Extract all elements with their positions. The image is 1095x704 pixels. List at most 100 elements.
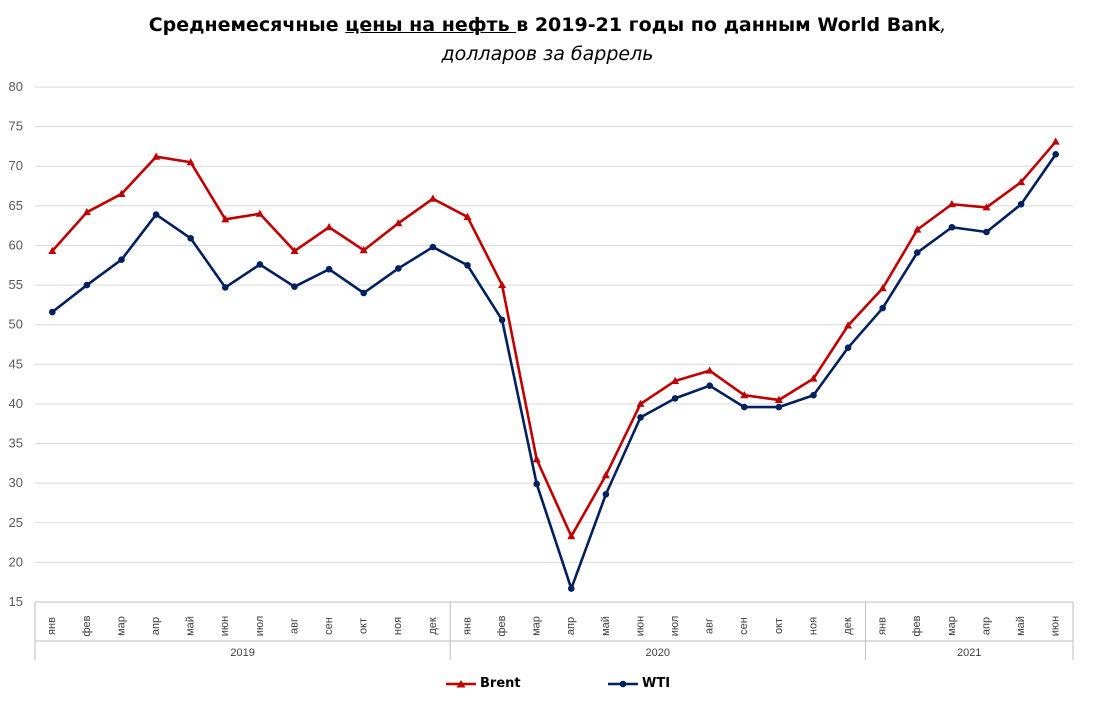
data-point-wti xyxy=(152,211,160,218)
legend-label-brent: Brent xyxy=(480,676,521,691)
x-tick-label: июн xyxy=(219,616,231,636)
data-point-brent xyxy=(740,391,749,399)
data-point-wti xyxy=(395,265,402,272)
x-tick-label: дек xyxy=(427,617,439,635)
x-tick-label: авг xyxy=(288,618,300,634)
data-point-wti xyxy=(844,344,852,351)
data-point-brent xyxy=(982,203,991,211)
x-tick-label: дек xyxy=(842,617,854,635)
data-point-wti xyxy=(49,308,56,316)
x-tick-label: май xyxy=(185,616,197,636)
x-tick-label: сен xyxy=(323,617,335,635)
x-tick-label: мар xyxy=(946,616,958,636)
chart-subtitle: долларов за баррель xyxy=(441,43,654,65)
data-point-brent xyxy=(463,212,472,220)
title-part-underlined: цены на нефть xyxy=(345,14,517,36)
x-tick-label: мар xyxy=(115,616,127,636)
data-point-wti xyxy=(706,382,713,390)
x-tick-label: июн xyxy=(1050,616,1062,636)
data-point-wti xyxy=(637,414,644,421)
legend: Brent WTI xyxy=(0,676,1095,696)
data-point-brent xyxy=(844,321,853,329)
group-label: 2020 xyxy=(646,647,670,659)
x-tick-label: июн xyxy=(634,616,646,636)
y-tick-label: 20 xyxy=(9,554,23,569)
y-tick-label: 15 xyxy=(9,594,23,609)
data-point-brent xyxy=(636,399,645,407)
y-tick-label: 65 xyxy=(9,198,23,213)
data-point-brent xyxy=(152,152,161,160)
data-point-brent xyxy=(394,219,403,227)
title-part-4: , xyxy=(940,14,947,36)
chart-title: Среднемесячные цены на нефть в 2019-21 г… xyxy=(0,14,1095,36)
data-point-wti xyxy=(533,480,540,488)
data-point-brent xyxy=(325,223,334,231)
legend-marker-wti xyxy=(608,680,638,687)
data-point-wti xyxy=(187,235,194,242)
data-point-brent xyxy=(913,225,922,233)
x-tick-label: янв xyxy=(461,617,473,635)
data-point-wti xyxy=(775,403,783,411)
data-point-brent xyxy=(774,395,783,403)
x-tick-label: мар xyxy=(531,616,543,636)
y-tick-label: 55 xyxy=(9,277,23,292)
data-point-wti xyxy=(741,403,748,411)
title-part-1: Среднемесячные xyxy=(148,14,346,36)
legend-label-wti: WTI xyxy=(642,676,671,691)
y-tick-label: 30 xyxy=(9,475,23,490)
data-point-wti xyxy=(948,223,956,231)
data-point-brent xyxy=(359,246,368,254)
data-point-brent xyxy=(290,246,299,255)
data-point-brent xyxy=(1017,177,1026,186)
legend-item-wti: WTI xyxy=(608,676,670,691)
data-point-brent xyxy=(117,189,126,197)
data-point-brent xyxy=(221,215,230,223)
y-tick-label: 35 xyxy=(9,436,23,451)
data-point-brent xyxy=(498,280,507,289)
y-tick-label: 60 xyxy=(9,237,23,252)
data-point-brent xyxy=(567,532,576,540)
data-point-wti xyxy=(1017,200,1025,208)
data-point-wti xyxy=(983,228,990,236)
data-point-wti xyxy=(671,395,679,402)
data-point-wti xyxy=(429,243,437,251)
data-point-brent xyxy=(82,207,91,216)
data-point-brent xyxy=(947,200,956,208)
data-point-brent xyxy=(809,374,818,382)
y-tick-label: 50 xyxy=(9,317,23,332)
data-point-wti xyxy=(498,316,506,324)
x-tick-label: фев xyxy=(496,615,508,636)
x-tick-label: фев xyxy=(81,615,93,636)
data-point-wti xyxy=(291,283,298,290)
data-point-brent xyxy=(705,366,714,374)
x-tick-label: окт xyxy=(773,618,785,634)
data-point-wti xyxy=(325,265,333,273)
y-tick-label: 70 xyxy=(9,158,23,173)
data-point-wti xyxy=(256,261,264,268)
data-point-brent xyxy=(1051,137,1060,145)
x-tick-label: янв xyxy=(46,617,58,635)
data-point-wti xyxy=(602,490,610,498)
data-point-wti xyxy=(810,391,817,399)
data-point-brent xyxy=(255,209,264,217)
data-point-wti xyxy=(222,284,229,291)
legend-marker-brent xyxy=(446,679,476,687)
x-tick-label: апр xyxy=(980,617,992,635)
data-point-wti xyxy=(568,585,575,592)
data-point-wti xyxy=(118,256,125,264)
x-tick-label: окт xyxy=(358,618,370,634)
data-point-brent xyxy=(601,471,610,479)
series-line-brent xyxy=(51,140,1057,538)
data-point-wti xyxy=(914,249,921,256)
data-point-brent xyxy=(532,455,541,463)
group-label: 2021 xyxy=(957,647,981,659)
data-point-wti xyxy=(464,261,471,269)
data-point-brent xyxy=(671,376,680,384)
x-tick-label: май xyxy=(600,616,612,636)
x-tick-label: апр xyxy=(150,617,162,635)
data-point-brent xyxy=(878,284,887,292)
data-point-wti xyxy=(360,289,368,297)
data-point-wti xyxy=(1052,151,1059,158)
data-point-wti xyxy=(879,304,886,312)
